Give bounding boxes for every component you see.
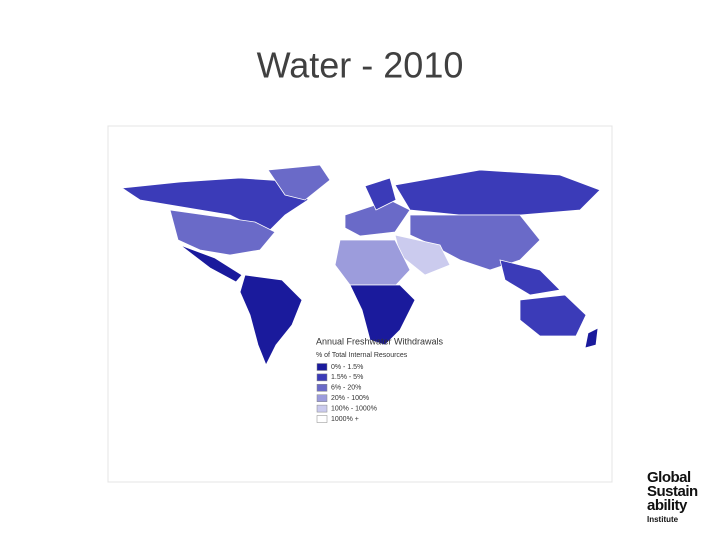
- world-map: [120, 164, 601, 366]
- region: [267, 164, 331, 201]
- region: [519, 294, 587, 337]
- region: [169, 209, 276, 256]
- legend-swatch: [316, 384, 328, 392]
- legend-title: Annual Freshwater Withdrawals: [316, 336, 444, 346]
- legend-label: 1.5% - 5%: [331, 374, 363, 381]
- region: [239, 274, 303, 366]
- logo-text: ability: [647, 497, 688, 514]
- region: [179, 244, 243, 283]
- logo-text: Sustain: [647, 483, 698, 500]
- legend-swatch: [316, 373, 328, 382]
- region: [394, 169, 601, 216]
- region: [364, 177, 397, 211]
- region: [349, 284, 416, 346]
- region: [409, 214, 541, 271]
- region: [499, 259, 561, 296]
- slide-title: Water - 2010: [257, 45, 464, 86]
- region: [584, 327, 599, 349]
- logo-text: Global: [647, 469, 691, 486]
- legend-label: 100% - 1000%: [331, 405, 377, 412]
- region: [334, 239, 411, 286]
- map-legend: Annual Freshwater Withdrawals % of Total…: [316, 336, 444, 422]
- legend-swatch: [316, 404, 328, 413]
- legend-label: 20% - 100%: [331, 395, 369, 402]
- logo-text: Institute: [647, 515, 679, 524]
- legend-swatch: [316, 363, 328, 371]
- legend-label: 6% - 20%: [331, 385, 361, 392]
- legend-subtitle: % of Total Internal Resources: [316, 352, 408, 359]
- legend-swatch: [316, 415, 328, 423]
- legend-label: 0% - 1.5%: [331, 364, 363, 371]
- legend-swatch: [316, 394, 328, 402]
- legend-label: 1000% +: [331, 416, 359, 423]
